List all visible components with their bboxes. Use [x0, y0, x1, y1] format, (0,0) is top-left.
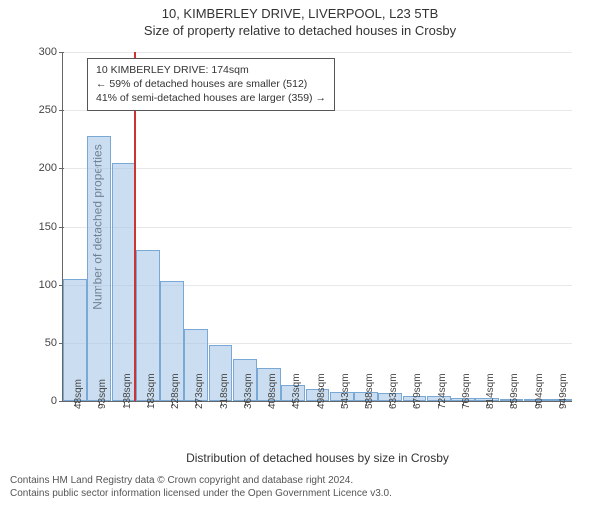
x-tick-label: 633sqm	[388, 373, 399, 409]
histogram-chart: Number of detached properties Distributi…	[62, 52, 572, 402]
x-tick-label: 769sqm	[461, 373, 472, 409]
histogram-bar	[112, 163, 136, 401]
x-tick-label: 228sqm	[170, 373, 181, 409]
y-tick-label: 50	[45, 337, 63, 349]
x-tick-label: 543sqm	[340, 373, 351, 409]
x-tick-label: 453sqm	[291, 373, 302, 409]
x-tick-label: 273sqm	[194, 373, 205, 409]
x-axis-label: Distribution of detached houses by size …	[63, 451, 572, 465]
footer-line: Contains HM Land Registry data © Crown c…	[10, 474, 392, 487]
annotation-line: ← 59% of detached houses are smaller (51…	[96, 77, 326, 91]
footer-line: Contains public sector information licen…	[10, 487, 392, 500]
footer-attribution: Contains HM Land Registry data © Crown c…	[10, 474, 392, 500]
x-tick-label: 588sqm	[364, 373, 375, 409]
x-tick-label: 949sqm	[558, 373, 569, 409]
y-tick-label: 200	[39, 162, 63, 174]
y-tick-label: 300	[39, 46, 63, 58]
plot-area: Number of detached properties Distributi…	[62, 52, 572, 402]
annotation-box: 10 KIMBERLEY DRIVE: 174sqm ← 59% of deta…	[87, 58, 335, 111]
x-tick-label: 183sqm	[146, 373, 157, 409]
x-tick-label: 408sqm	[267, 373, 278, 409]
histogram-bar	[87, 136, 111, 401]
page-title: 10, KIMBERLEY DRIVE, LIVERPOOL, L23 5TB	[0, 6, 600, 21]
grid-line	[63, 168, 572, 169]
x-tick-label: 363sqm	[243, 373, 254, 409]
grid-line	[63, 52, 572, 53]
y-tick-label: 0	[51, 395, 63, 407]
annotation-line: 41% of semi-detached houses are larger (…	[96, 91, 326, 105]
y-tick-label: 250	[39, 104, 63, 116]
grid-line	[63, 227, 572, 228]
x-tick-label: 859sqm	[509, 373, 520, 409]
x-tick-label: 498sqm	[316, 373, 327, 409]
annotation-line: 10 KIMBERLEY DRIVE: 174sqm	[96, 63, 326, 77]
x-tick-label: 318sqm	[219, 373, 230, 409]
y-tick-label: 150	[39, 221, 63, 233]
x-tick-label: 814sqm	[485, 373, 496, 409]
page-subtitle: Size of property relative to detached ho…	[0, 23, 600, 38]
x-tick-label: 724sqm	[437, 373, 448, 409]
x-tick-label: 48sqm	[73, 379, 84, 409]
x-tick-label: 93sqm	[97, 379, 108, 409]
x-tick-label: 138sqm	[122, 373, 133, 409]
y-tick-label: 100	[39, 279, 63, 291]
x-tick-label: 904sqm	[534, 373, 545, 409]
x-tick-label: 679sqm	[412, 373, 423, 409]
